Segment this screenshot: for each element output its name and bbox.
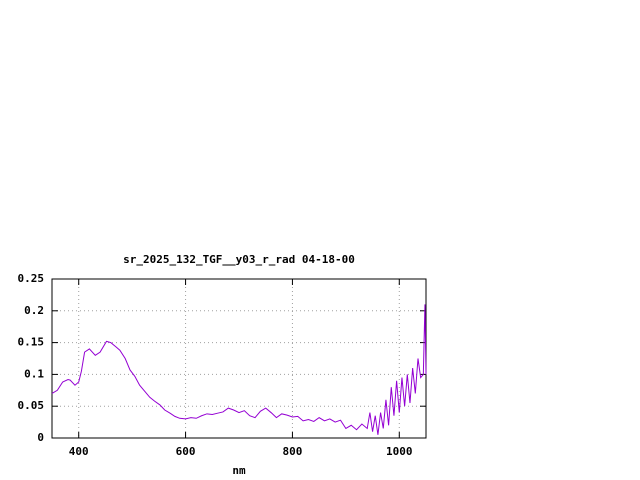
y-tick-label: 0.1 <box>24 367 44 380</box>
y-tick-label: 0.2 <box>24 304 44 317</box>
y-tick-label: 0 <box>37 431 44 444</box>
x-tick-label: 600 <box>176 445 196 458</box>
data-line <box>51 304 427 435</box>
y-tick-label: 0.25 <box>18 272 45 285</box>
chart-title: sr_2025_132_TGF__y03_r_rad 04-18-00 <box>123 253 355 266</box>
x-tick-label: 800 <box>282 445 302 458</box>
y-tick-label: 0.15 <box>18 336 45 349</box>
x-tick-label: 1000 <box>386 445 413 458</box>
x-tick-label: 400 <box>69 445 89 458</box>
y-tick-label: 0.05 <box>18 399 45 412</box>
x-axis-label: nm <box>232 464 246 477</box>
